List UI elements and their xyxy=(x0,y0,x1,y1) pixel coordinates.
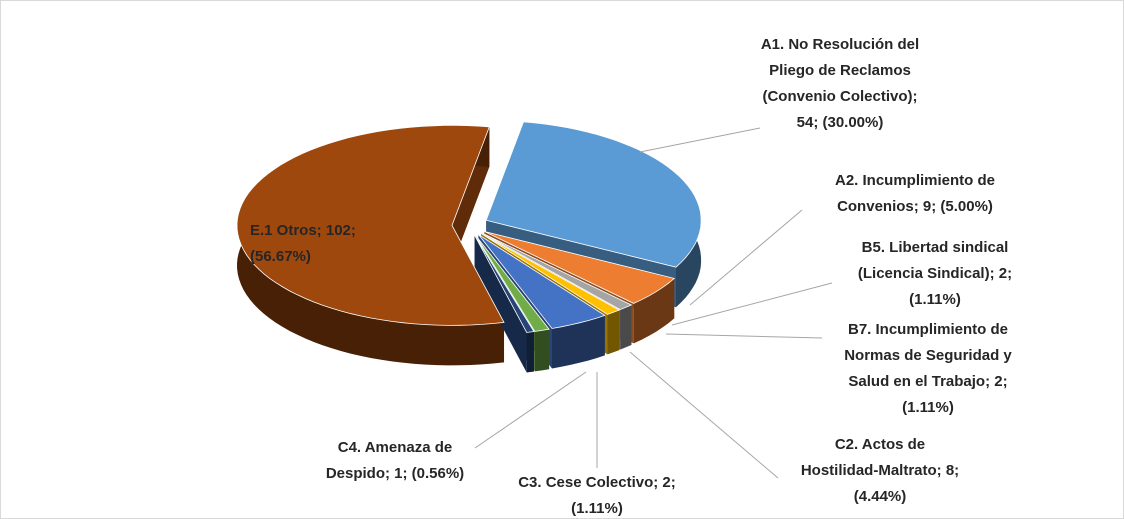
slice xyxy=(480,233,621,315)
slice-side xyxy=(552,315,605,369)
slice-side xyxy=(607,310,620,355)
slice-edge xyxy=(474,235,527,373)
data-label: C3. Cese Colectivo; 2; (1.11%) xyxy=(518,474,676,517)
leader-line xyxy=(639,127,761,153)
slice xyxy=(478,234,606,329)
slice-side xyxy=(620,305,632,350)
data-label: B5. Libertad sindical (Licencia Sindical)… xyxy=(858,239,1012,308)
data-label: C4. Amenaza de Despido; 1; (0.56%) xyxy=(326,439,464,482)
slice-side xyxy=(534,329,550,372)
leader-line xyxy=(629,351,779,479)
leader-line xyxy=(665,333,823,339)
leader-line xyxy=(474,371,587,449)
data-label: C2. Actos de Hostilidad-Maltrato; 8; (4.44… xyxy=(801,436,959,505)
slice-side xyxy=(633,278,675,344)
leader-line xyxy=(689,209,803,306)
slice xyxy=(236,125,505,326)
slice-tops xyxy=(236,121,702,333)
slice xyxy=(484,231,676,304)
slice-side xyxy=(526,331,534,373)
slice xyxy=(481,232,633,311)
data-label: A1. No Resolución del Pliego de Reclamos(… xyxy=(761,36,919,131)
data-label: E.1 Otros; 102; (56.67%) xyxy=(250,222,356,265)
slice xyxy=(485,121,702,268)
leader-line xyxy=(671,282,833,326)
slice xyxy=(475,235,550,332)
slice xyxy=(474,235,535,333)
data-label: A2. Incumplimiento de Convenios; 9; (5.00… xyxy=(835,172,995,215)
data-label: B7. Incumplimiento de Normas de Seguridad… xyxy=(844,321,1012,416)
